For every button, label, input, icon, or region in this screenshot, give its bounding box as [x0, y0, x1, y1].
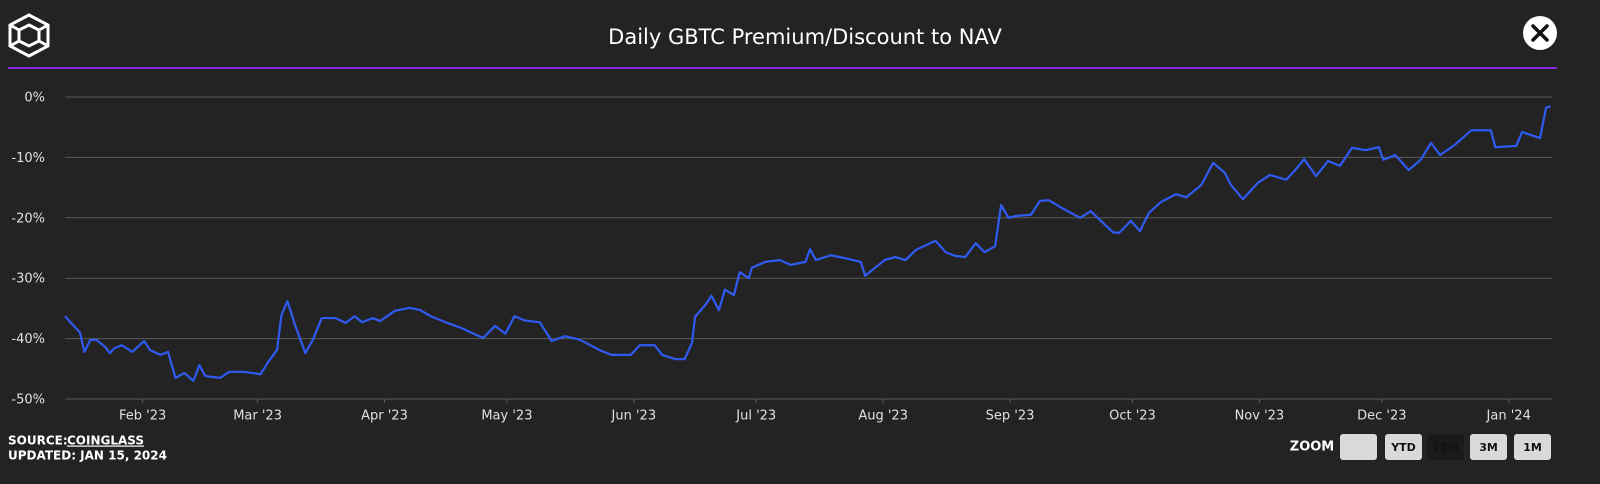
x-tick-label: Mar '23: [233, 409, 282, 424]
source-link[interactable]: COINGLASS: [67, 434, 144, 448]
x-tick-label: Dec '23: [1357, 409, 1406, 424]
zoom-button[interactable]: [1470, 434, 1507, 460]
x-tick-label: Oct '23: [1109, 409, 1156, 424]
source-label: SOURCE:: [8, 434, 68, 448]
x-tick-label: Jun '23: [611, 409, 657, 424]
data-line: [64, 105, 1551, 382]
updated-date: UPDATED: JAN 15, 2024: [8, 449, 167, 463]
zoom-button[interactable]: [1427, 434, 1464, 460]
x-tick-label: Jan '24: [1486, 409, 1531, 424]
x-tick-label: Nov '23: [1235, 409, 1285, 424]
x-tick-label: Sep '23: [986, 409, 1035, 424]
zoom-button-label[interactable]: YTD: [1390, 441, 1416, 454]
x-tick-label: Feb '23: [119, 409, 166, 424]
close-button[interactable]: [1523, 16, 1557, 50]
x-tick-label: May '23: [481, 409, 532, 424]
chart-title: Daily GBTC Premium/Discount to NAV: [608, 25, 1002, 49]
zoom-button-label[interactable]: 1M: [1523, 441, 1542, 454]
y-tick-label: -10%: [11, 151, 45, 166]
zoom-button[interactable]: [1514, 434, 1551, 460]
y-tick-label: -50%: [11, 393, 45, 408]
y-tick-label: -20%: [11, 211, 45, 226]
zoom-button[interactable]: [1340, 434, 1377, 460]
zoom-button-label[interactable]: 12M: [1432, 441, 1458, 454]
y-tick-label: 0%: [24, 91, 45, 106]
x-tick-label: Aug '23: [858, 409, 908, 424]
x-tick-label: Jul '23: [735, 409, 776, 424]
logo[interactable]: [8, 13, 50, 58]
x-tick-label: Apr '23: [361, 409, 408, 424]
zoom-button[interactable]: [1385, 434, 1422, 460]
y-tick-label: -30%: [11, 272, 45, 287]
y-tick-label: -40%: [11, 332, 45, 347]
zoom-button-label[interactable]: 3M: [1479, 441, 1498, 454]
zoom-label: ZOOM: [1290, 440, 1334, 455]
